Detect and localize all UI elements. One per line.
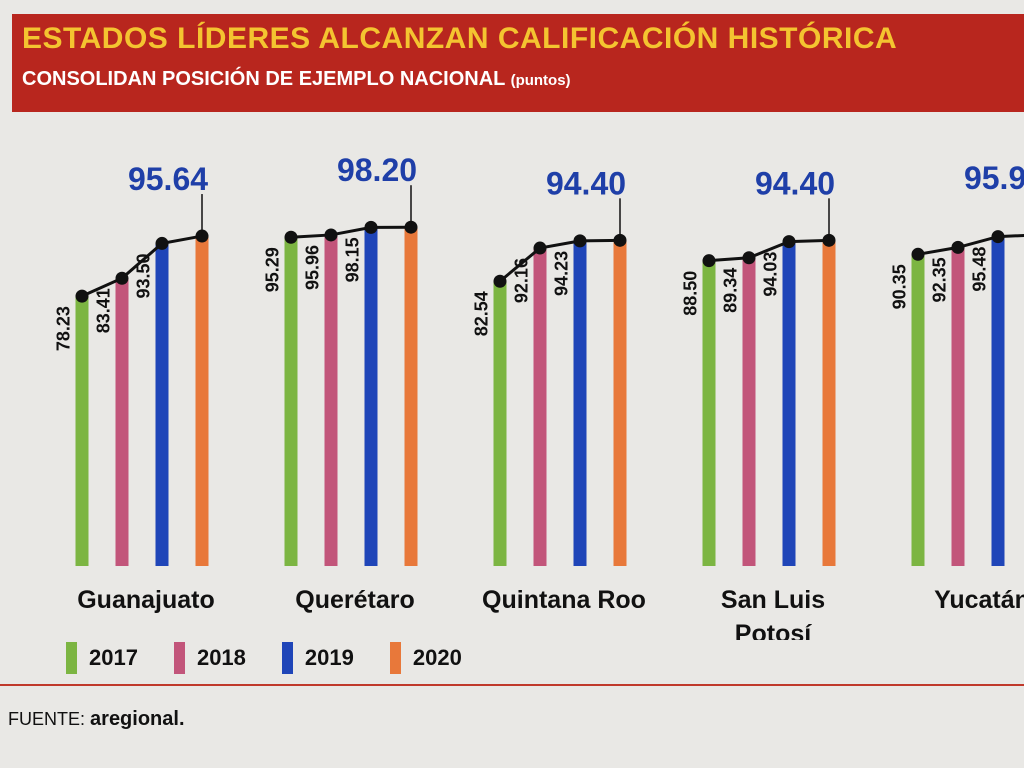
data-point	[493, 274, 507, 288]
data-point	[911, 247, 925, 261]
legend-item-2018: 2018	[173, 642, 246, 674]
bar-2020	[404, 227, 418, 566]
data-point	[782, 235, 796, 249]
data-point	[364, 220, 378, 234]
value-label: 94.23	[552, 251, 572, 296]
value-label: 92.35	[930, 257, 950, 302]
value-label: 94.03	[761, 252, 781, 297]
trend-line	[708, 238, 830, 263]
unit-label: (puntos)	[510, 72, 571, 89]
data-point	[533, 241, 547, 255]
bar-2017	[284, 237, 298, 566]
bar-2018	[742, 257, 756, 566]
data-point	[115, 271, 129, 285]
value-label: 89.34	[721, 268, 741, 313]
legend-label: 2017	[89, 645, 138, 670]
value-label: 78.23	[54, 306, 74, 351]
chart-subtitle: CONSOLIDAN POSICIÓN DE EJEMPLO NACIONAL …	[22, 68, 571, 91]
source-note: FUENTE: aregional.	[8, 708, 185, 731]
value-label: 92.16	[512, 258, 532, 303]
value-label: 83.41	[94, 288, 114, 333]
bar-2019	[573, 240, 587, 566]
category-label: Guanajuato	[77, 586, 215, 614]
trend-line	[290, 225, 412, 239]
bar-2019	[991, 236, 1005, 566]
legend-swatch-2019	[281, 642, 293, 674]
chart-legend: 2017 2018 2019 2020	[66, 640, 498, 676]
value-label: 95.96	[303, 245, 323, 290]
category-label: Potosí	[735, 620, 812, 640]
bar-2020	[613, 240, 627, 566]
trend-line	[81, 234, 203, 298]
chart-title: ESTADOS LÍDERES ALCANZAN CALIFICACIÓN HI…	[22, 22, 898, 55]
value-label: 95.29	[263, 247, 283, 292]
bar-2020	[195, 236, 209, 567]
legend-label: 2019	[304, 645, 354, 670]
highlight-value-label: 94.40	[546, 165, 626, 201]
bar-2018	[951, 247, 965, 566]
highlight-value-label: 98.20	[337, 152, 417, 188]
category-label: San Luis	[721, 586, 825, 614]
data-point	[702, 254, 716, 268]
value-label: 93.50	[134, 253, 154, 298]
legend-label: 2020	[412, 645, 462, 670]
source-prefix: FUENTE:	[8, 709, 86, 729]
subtitle-text: CONSOLIDAN POSICIÓN DE EJEMPLO NACIONAL	[22, 68, 506, 90]
data-point	[155, 236, 169, 250]
legend-item-2017: 2017	[66, 642, 138, 674]
value-label: 95.48	[970, 247, 990, 292]
category-label: Yucatán	[934, 586, 1024, 614]
highlight-value-label: 95.64	[128, 161, 208, 197]
bar-2019	[155, 243, 169, 567]
bar-2018	[324, 234, 338, 567]
bar-2019	[364, 227, 378, 566]
legend-swatch-2018	[173, 642, 185, 674]
data-point	[284, 230, 298, 244]
bar-chart: 78.23 83.41 93.50 95.64 Guanajuato 95.29 95.96…	[54, 152, 1024, 640]
trend-line	[917, 233, 1024, 256]
data-point	[742, 251, 756, 265]
legend-item-2019: 2019	[281, 642, 354, 674]
value-label: 98.15	[343, 237, 363, 282]
value-label: 88.50	[681, 271, 701, 316]
bar-2017	[493, 281, 507, 566]
value-label: 82.54	[472, 291, 492, 336]
trend-line	[499, 238, 621, 283]
legend-swatch-2020	[389, 642, 401, 674]
legend-label: 2018	[196, 645, 246, 670]
source-brand: aregional.	[90, 708, 185, 730]
category-label: Querétaro	[295, 586, 414, 614]
legend-swatch-2017	[66, 642, 77, 674]
bar-2019	[782, 241, 796, 566]
highlight-value-label: 94.40	[755, 165, 835, 201]
bar-2017	[75, 296, 89, 566]
legend-item-2020: 2020	[389, 642, 462, 674]
highlight-value-label: 95.98	[964, 160, 1024, 196]
bar-2018	[533, 248, 547, 566]
bar-2020	[822, 240, 836, 566]
chart-header: ESTADOS LÍDERES ALCANZAN CALIFICACIÓN HI…	[12, 14, 1024, 112]
data-point	[951, 240, 965, 254]
bar-2017	[911, 254, 925, 567]
value-label: 90.35	[890, 264, 910, 309]
data-point	[991, 230, 1005, 244]
footer-divider	[0, 684, 1024, 686]
data-point	[324, 228, 338, 242]
bar-2017	[702, 260, 716, 566]
category-label: Quintana Roo	[482, 586, 646, 614]
data-point	[75, 289, 89, 303]
bar-2018	[115, 278, 129, 566]
data-point	[573, 234, 587, 248]
